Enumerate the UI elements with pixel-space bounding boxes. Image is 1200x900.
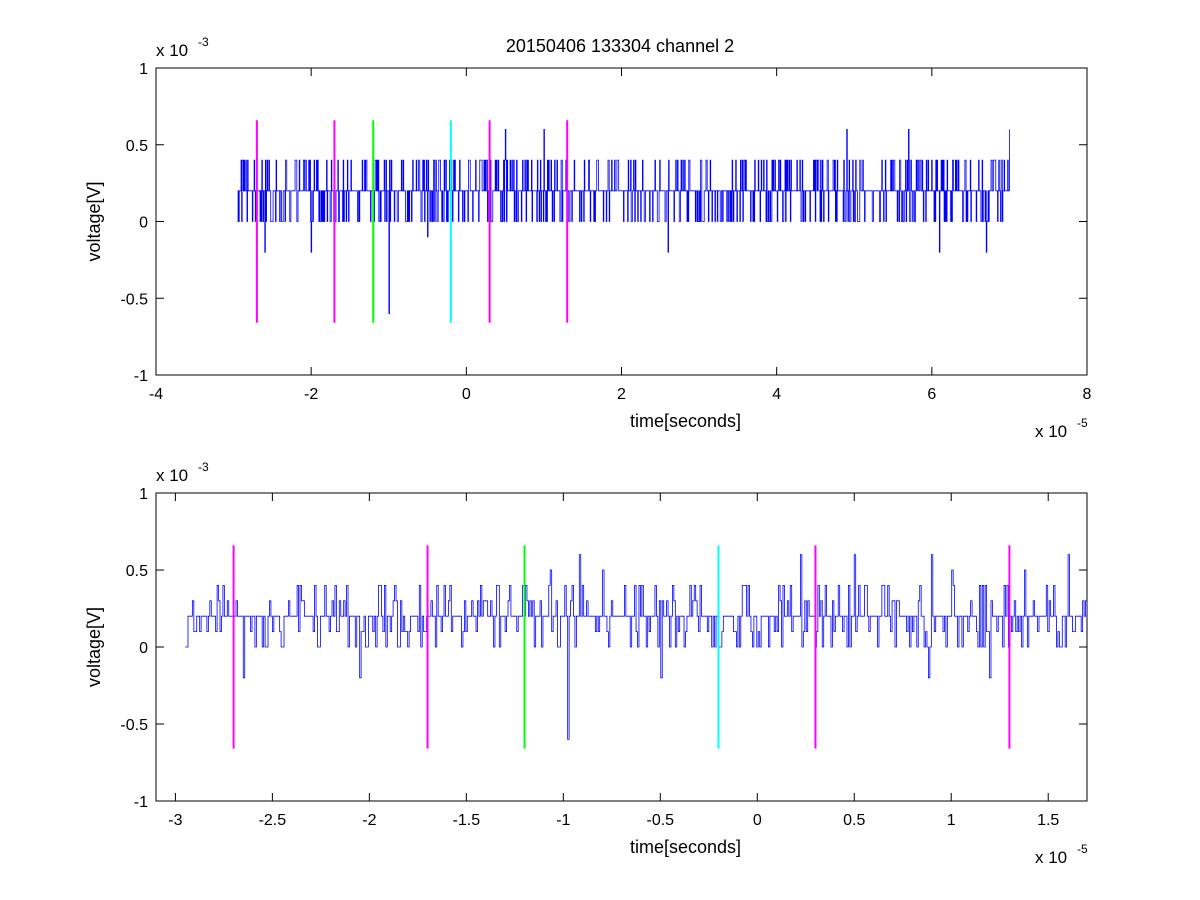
x-tick-label: 1.5 — [1037, 812, 1059, 829]
x-tick-label: -1.5 — [453, 812, 481, 829]
y-tick-label: 1 — [139, 61, 148, 78]
bottom-axes: -3 -2.5 -2 -1.5 -1 -0.5 0 0.5 1 1.5 -1 -0.5 0 0.5 1 tim… — [84, 460, 1088, 867]
y-tick-label: 0 — [139, 215, 148, 232]
y-tick-label: 0 — [139, 640, 148, 657]
signal-trace — [185, 554, 1087, 740]
y-tick-label: -1 — [134, 794, 148, 811]
x-multiplier: x 10 — [1035, 422, 1067, 441]
x-tick-label: 0 — [753, 812, 762, 829]
x-tick-label: -2.5 — [259, 812, 287, 829]
y-multiplier: x 10 — [156, 466, 188, 485]
y-multiplier-exponent: -3 — [198, 460, 209, 474]
x-multiplier: x 10 — [1035, 848, 1067, 867]
x-tick-label: -4 — [149, 386, 163, 403]
x-tick-label: 0 — [462, 386, 471, 403]
y-tick-label: 1 — [139, 486, 148, 503]
x-axis-label: time[seconds] — [630, 837, 741, 857]
x-axis-label: time[seconds] — [630, 411, 741, 431]
x-tick-label: 1 — [947, 812, 956, 829]
y-tick-label: 0.5 — [126, 563, 148, 580]
figure-title: 20150406 133304 channel 2 — [506, 36, 734, 56]
signal-trace — [237, 129, 1010, 314]
y-tick-label: 0.5 — [126, 138, 148, 155]
x-tick-label: -2 — [304, 386, 318, 403]
y-tick-label: -0.5 — [120, 291, 148, 308]
y-multiplier: x 10 — [156, 41, 188, 60]
y-axis-label: voltage[V] — [84, 607, 104, 687]
y-tick-label: -0.5 — [120, 717, 148, 734]
top-axes: -4 -2 0 2 4 6 8 -1 -0.5 0 0.5 1 time[seconds] voltage… — [84, 35, 1092, 441]
x-multiplier-exponent: -5 — [1077, 416, 1088, 430]
x-tick-label: -0.5 — [647, 812, 675, 829]
x-tick-label: 2 — [617, 386, 626, 403]
y-multiplier-exponent: -3 — [198, 35, 209, 49]
x-tick-label: -1 — [556, 812, 570, 829]
y-axis-label: voltage[V] — [84, 181, 104, 261]
x-tick-label: -2 — [362, 812, 376, 829]
x-multiplier-exponent: -5 — [1077, 842, 1088, 856]
x-tick-label: 4 — [772, 386, 781, 403]
x-tick-label: 6 — [927, 386, 936, 403]
y-tick-label: -1 — [134, 368, 148, 385]
x-tick-label: 8 — [1083, 386, 1092, 403]
x-tick-label: -3 — [168, 812, 182, 829]
x-tick-label: 0.5 — [843, 812, 865, 829]
